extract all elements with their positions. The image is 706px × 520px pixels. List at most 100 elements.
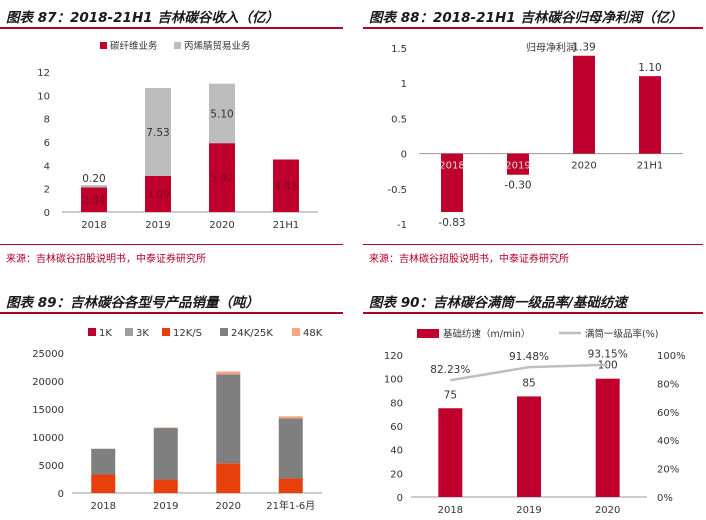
legend-label: 48K (303, 328, 323, 339)
title-rule (363, 27, 703, 29)
bar-segment (216, 374, 241, 464)
y-tick-label: 6 (44, 138, 50, 149)
data-label: 75 (444, 389, 457, 401)
y2-tick-label: 60% (657, 408, 679, 419)
bar-segment (278, 416, 303, 419)
x-tick-label: 2018 (81, 220, 106, 231)
sales-volume-chart: 0 5000 10000 15000 20000 25000 1K 3K 12K/S 24K/25… (32, 328, 323, 512)
x-tick-label: 2020 (595, 505, 620, 516)
y-tick-label: 0 (401, 150, 407, 161)
panel-title: 图表 89：吉林碳谷各型号产品销量（吨） (6, 295, 259, 311)
bar-segment (91, 474, 116, 493)
source-note: 来源：吉林碳谷招股说明书，中泰证券研究所 (369, 254, 569, 265)
quality-speed-chart: 0 20 40 60 80 100 120 0% 20% 40% 60% 80% 100% 基础纺速（m/… (384, 328, 686, 516)
data-label: 5.92 (210, 173, 233, 185)
line-data-label: 93.15% (588, 349, 628, 361)
bar-segment (153, 479, 178, 493)
bar-segment (278, 478, 303, 493)
x-tick-label: 21年1-6月 (266, 499, 315, 512)
panel-title: 图表 87：2018-21H1 吉林碳谷收入（亿） (6, 10, 279, 26)
legend-swatch (417, 329, 439, 338)
panel-quality-speed: 图表 90：吉林碳谷满筒一级品率/基础纺速 0 20 40 60 80 100 120 0% 2… (363, 285, 706, 520)
title-rule (363, 312, 703, 314)
bar-segment (145, 87, 171, 176)
bar-segment (81, 185, 107, 188)
data-label: 3.09 (146, 189, 169, 201)
x-tick-label: 2020 (571, 161, 596, 172)
x-tick-label: 2018 (91, 501, 116, 512)
x-tick-label: 2019 (153, 501, 178, 512)
y-tick-label: 2 (44, 185, 50, 196)
panel-net-profit: 图表 88：2018-21H1 吉林碳谷归母净利润（亿） -1 -0.5 0 0.5 1… (363, 0, 706, 268)
source-rule (363, 244, 703, 245)
legend-label: 碳纤维业务 (110, 40, 158, 52)
y2-tick-label: 80% (657, 379, 679, 390)
legend-swatch (125, 328, 133, 336)
title-rule (0, 27, 343, 29)
bar (441, 153, 463, 213)
y-tick-label: 8 (44, 115, 50, 126)
bar-segment (273, 159, 299, 212)
y2-tick-label: 40% (657, 436, 679, 447)
bar (517, 396, 541, 497)
panel-sales-volume: 图表 89：吉林碳谷各型号产品销量（吨） 0 5000 10000 15000 2000… (0, 285, 353, 520)
bar-segment (216, 371, 241, 375)
line-series (450, 363, 608, 382)
panel-revenue: 图表 87：2018-21H1 吉林碳谷收入（亿） 0 2 4 6 8 10 12 碳纤维业务… (0, 0, 353, 268)
data-label: 7.53 (146, 127, 169, 139)
bar-segment (153, 427, 178, 429)
legend-label: 1K (99, 328, 112, 339)
source-rule (0, 244, 343, 245)
y-tick-label: 0 (397, 493, 403, 504)
legend-swatch (174, 42, 181, 49)
x-tick-label: 2020 (216, 501, 241, 512)
panel-title: 图表 88：2018-21H1 吉林碳谷归母净利润（亿） (369, 10, 683, 26)
data-label: 4.48 (274, 181, 297, 193)
y-tick-label: 20 (390, 469, 403, 480)
data-label: 0.20 (82, 173, 105, 185)
y-tick-label: -0.5 (387, 185, 407, 196)
legend-label: 24K/25K (231, 328, 273, 339)
y-tick-label: 15000 (32, 405, 64, 416)
legend-swatch (220, 328, 228, 336)
x-tick-label: 2018 (438, 505, 463, 516)
bar-segment (278, 418, 303, 479)
bar-segment (209, 143, 235, 212)
y-tick-label: 0 (58, 489, 64, 500)
legend-label: 丙烯腈贸易业务 (184, 40, 251, 52)
net-profit-chart: -1 -0.5 0 0.5 1 1.5 归母净利润 -0.83 2018 -0.30 2019 1.3… (387, 41, 683, 231)
legend-label: 满筒一级品率(%) (585, 328, 658, 340)
y2-tick-label: 100% (657, 351, 686, 362)
line-data-label: 91.48% (509, 351, 549, 363)
x-tick-label: 2019 (145, 220, 170, 231)
y-tick-label: 40 (390, 446, 403, 457)
source-note: 来源：吉林碳谷招股说明书，中泰证券研究所 (6, 254, 206, 265)
legend-label: 归母净利润 (526, 41, 576, 54)
data-label: 1.39 (572, 42, 595, 54)
x-tick-label: 21H1 (637, 161, 664, 172)
bar-segment (81, 187, 107, 212)
x-tick-label: 2020 (209, 220, 234, 231)
bar-segment (145, 175, 171, 212)
y-tick-label: 10 (37, 91, 50, 102)
legend-swatch (292, 328, 300, 336)
data-label: 5.10 (210, 108, 233, 120)
data-label: -0.83 (438, 217, 465, 229)
y-tick-label: 5000 (39, 461, 64, 472)
bar-segment (209, 83, 235, 144)
x-tick-label: 2019 (505, 161, 530, 172)
y-tick-label: 100 (384, 375, 403, 386)
bar (438, 408, 463, 497)
y2-tick-label: 20% (657, 465, 679, 476)
bar (595, 378, 620, 497)
x-tick-label: 21H1 (273, 220, 300, 231)
y-tick-label: -1 (397, 220, 407, 231)
y-tick-label: 25000 (32, 349, 64, 360)
legend-label: 3K (136, 328, 149, 339)
y-tick-label: 1.5 (391, 44, 407, 55)
bar-segment (153, 428, 178, 480)
legend-label: 12K/S (173, 328, 202, 339)
bar-segment (216, 463, 241, 493)
title-rule (0, 312, 343, 314)
data-label: 2.04 (82, 195, 106, 207)
